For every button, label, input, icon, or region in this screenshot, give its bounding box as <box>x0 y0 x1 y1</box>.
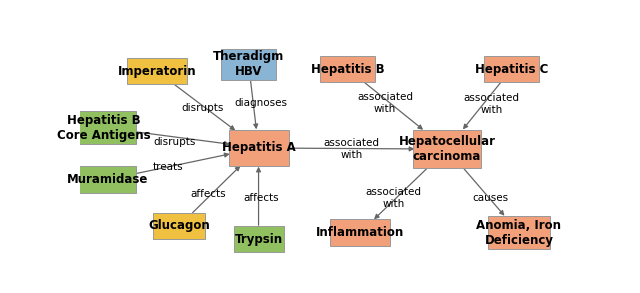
FancyBboxPatch shape <box>484 56 539 82</box>
Text: Hepatocellular
carcinoma: Hepatocellular carcinoma <box>399 135 495 163</box>
Text: Hepatitis C: Hepatitis C <box>475 62 548 76</box>
Text: associated
with: associated with <box>324 138 380 160</box>
Text: Inflammation: Inflammation <box>316 226 404 239</box>
FancyBboxPatch shape <box>79 166 136 193</box>
Text: Muramidase: Muramidase <box>67 173 148 186</box>
Text: Hepatitis B
Core Antigens: Hepatitis B Core Antigens <box>57 114 150 142</box>
Text: causes: causes <box>472 193 509 203</box>
Text: affects: affects <box>190 189 226 199</box>
FancyBboxPatch shape <box>488 216 550 249</box>
FancyBboxPatch shape <box>320 56 376 82</box>
Text: Anomia, Iron
Deficiency: Anomia, Iron Deficiency <box>476 219 561 247</box>
Text: diagnoses: diagnoses <box>234 98 287 108</box>
Text: associated
with: associated with <box>357 92 413 114</box>
Text: Hepatitis B: Hepatitis B <box>311 62 385 76</box>
Text: affects: affects <box>243 193 279 203</box>
FancyBboxPatch shape <box>72 111 136 144</box>
FancyBboxPatch shape <box>330 219 390 246</box>
FancyBboxPatch shape <box>127 58 187 84</box>
Text: Trypsin: Trypsin <box>234 233 283 246</box>
FancyBboxPatch shape <box>228 130 289 166</box>
Text: Hepatitis A: Hepatitis A <box>221 142 296 154</box>
FancyBboxPatch shape <box>221 49 276 80</box>
Text: disrupts: disrupts <box>153 137 195 147</box>
Text: Imperatorin: Imperatorin <box>118 65 196 78</box>
FancyBboxPatch shape <box>234 226 284 253</box>
FancyBboxPatch shape <box>153 213 205 239</box>
Text: associated
with: associated with <box>365 187 422 209</box>
Text: Glucagon: Glucagon <box>148 219 210 232</box>
Text: associated
with: associated with <box>463 93 520 115</box>
FancyBboxPatch shape <box>413 130 481 168</box>
Text: Theradigm
HBV: Theradigm HBV <box>213 50 284 79</box>
Text: disrupts: disrupts <box>182 103 224 113</box>
Text: treats: treats <box>153 162 184 172</box>
